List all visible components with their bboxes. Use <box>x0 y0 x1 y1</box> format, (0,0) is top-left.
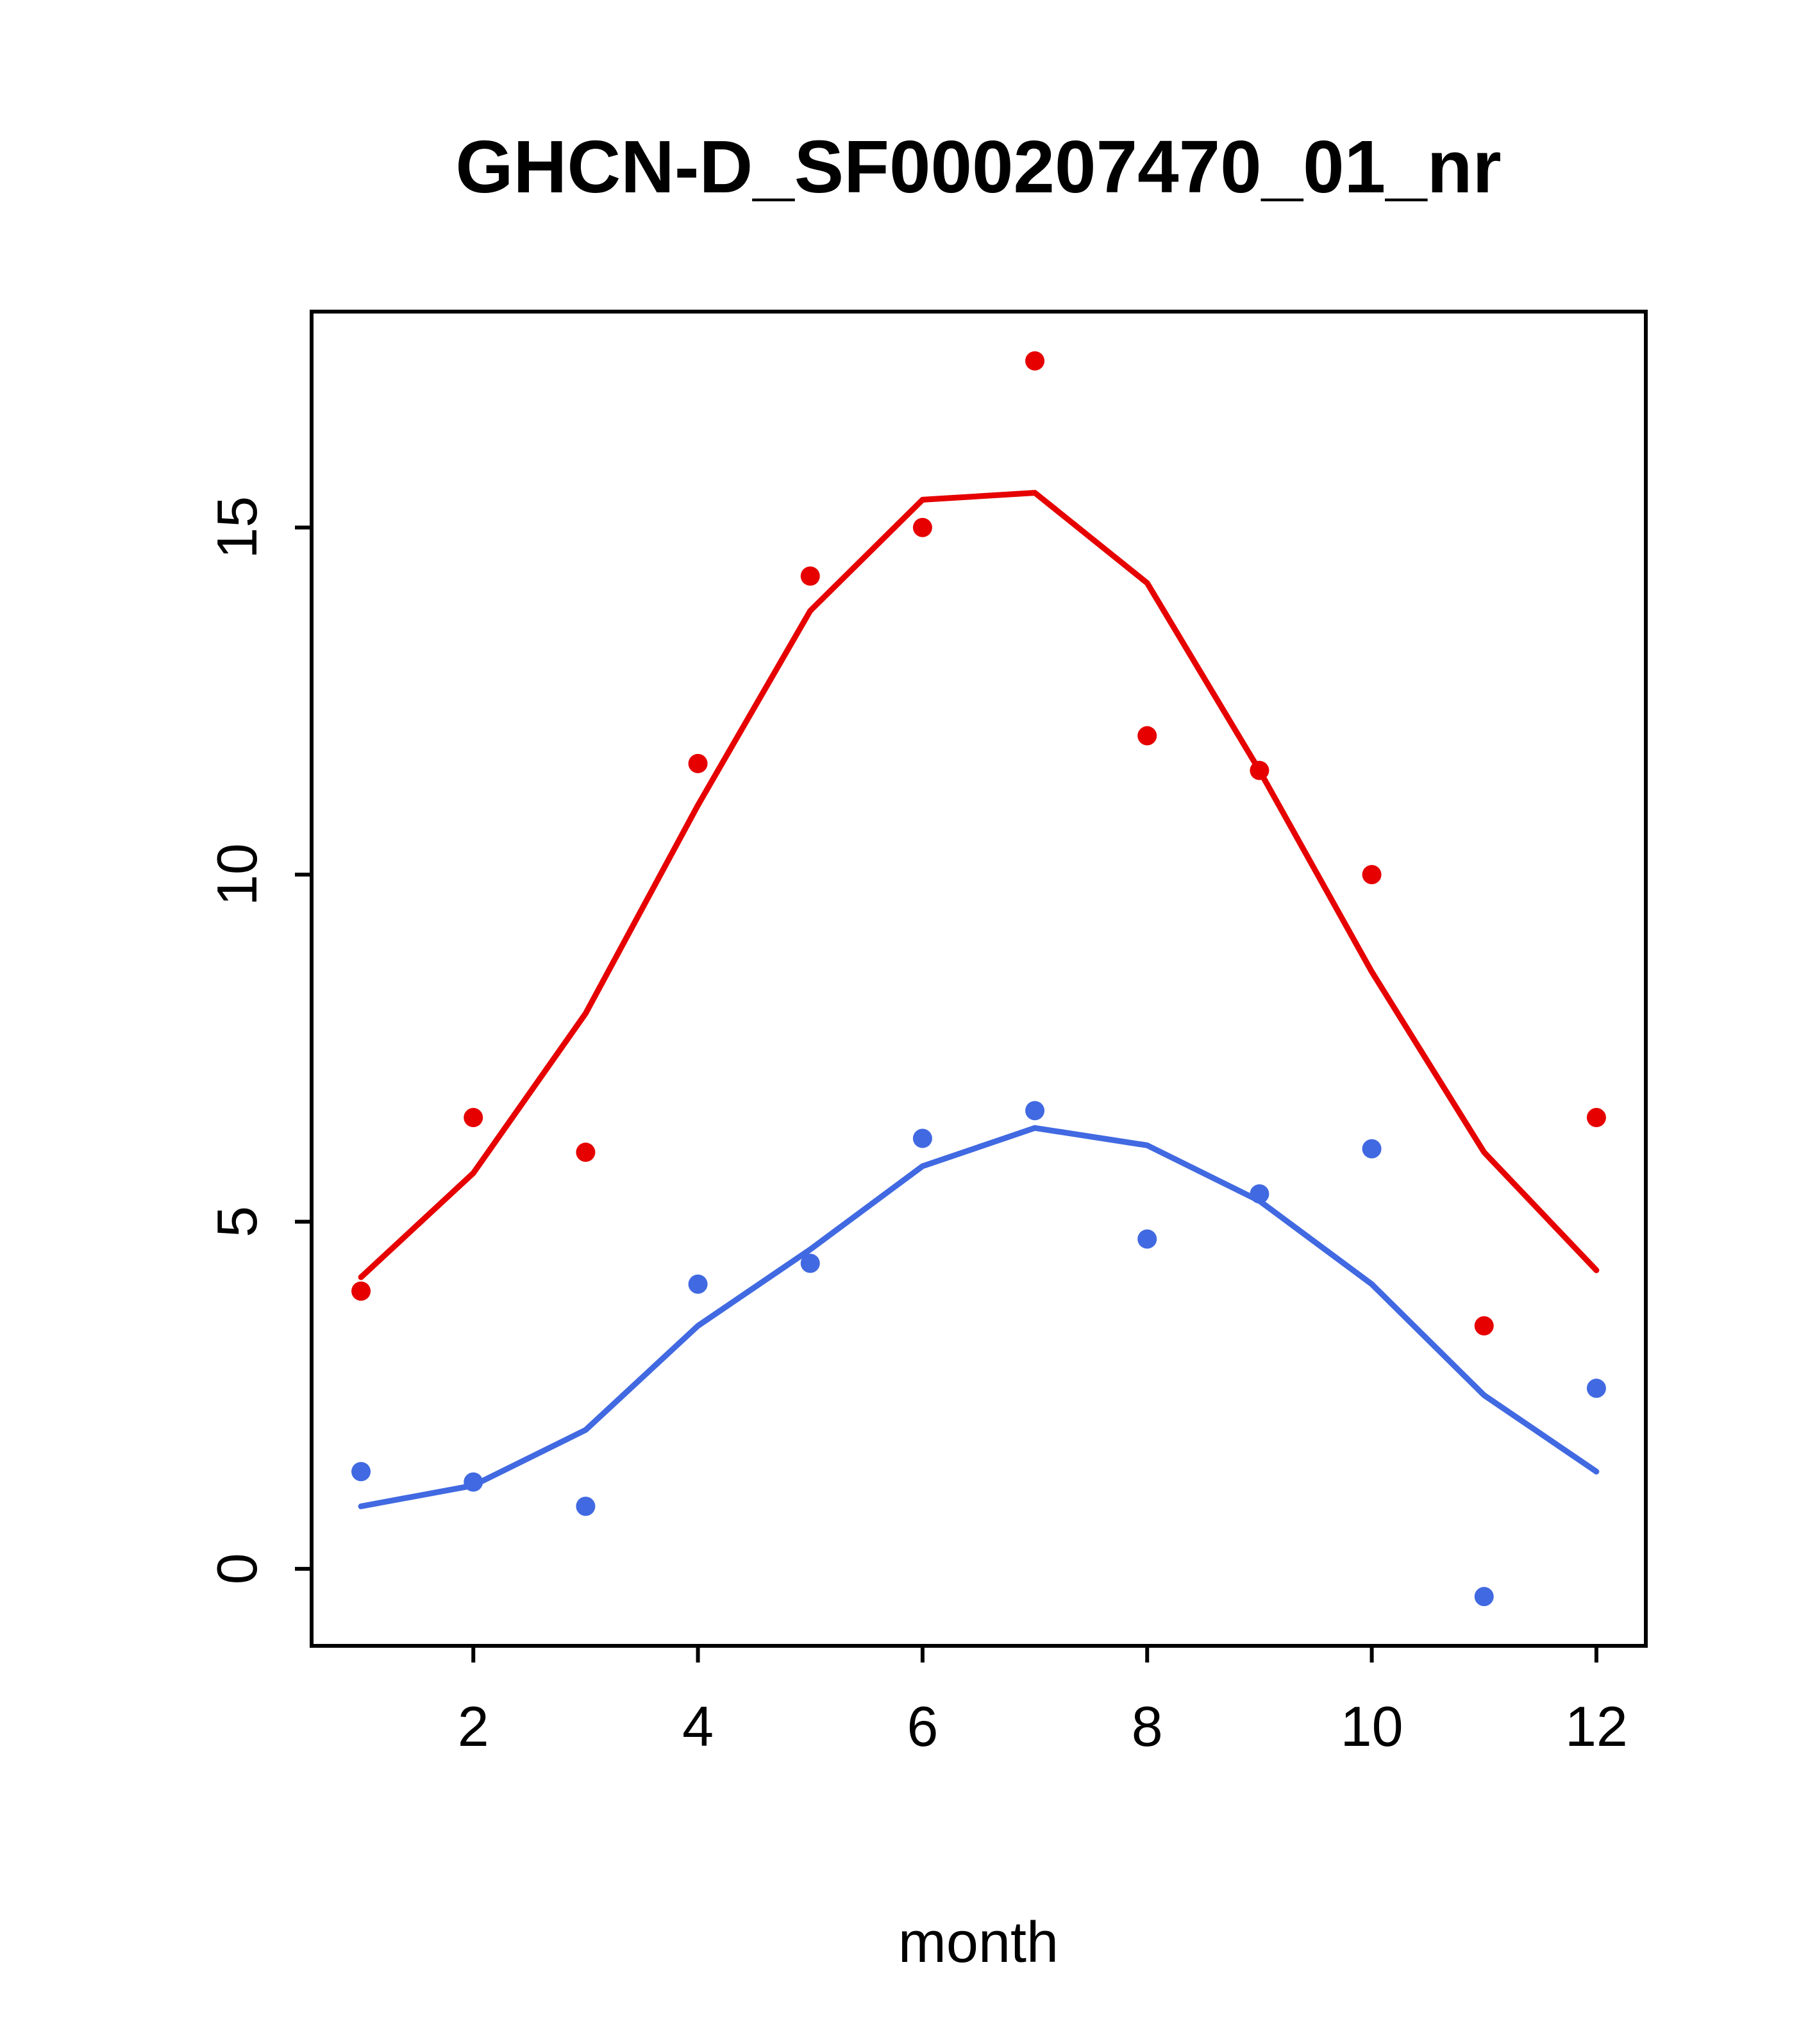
blue-line <box>358 1125 1600 1509</box>
blue-point <box>1362 1139 1382 1159</box>
x-axis-label: month <box>898 1911 1059 1975</box>
red-point <box>351 1281 371 1301</box>
y-tick-label: 0 <box>205 1553 269 1584</box>
red-point <box>800 566 820 586</box>
blue-point <box>1025 1101 1045 1121</box>
blue-point <box>351 1462 371 1482</box>
x-tick-label: 6 <box>907 1695 938 1758</box>
blue-point <box>576 1496 596 1516</box>
red-point <box>912 517 932 537</box>
red-point <box>1586 1108 1606 1128</box>
red-point <box>688 753 708 773</box>
blue-point <box>1137 1229 1157 1249</box>
x-tick-label: 4 <box>682 1695 714 1758</box>
red-point <box>576 1143 596 1162</box>
red-point <box>1474 1316 1494 1336</box>
x-tick-label: 8 <box>1132 1695 1163 1758</box>
red-point <box>1137 726 1157 746</box>
plot-border <box>310 310 1648 1648</box>
red-point <box>1025 351 1045 371</box>
plot-area: 2 4 6 8 10 12 0 5 10 15 <box>205 310 1648 1758</box>
chart-title: GHCN-D_SF000207470_01_nr <box>455 125 1501 208</box>
red-line <box>358 490 1600 1280</box>
blue-point <box>1586 1378 1606 1398</box>
y-tick-label: 10 <box>205 843 269 906</box>
blue-point <box>800 1253 820 1273</box>
x-tick-label: 12 <box>1565 1695 1628 1758</box>
red-point <box>464 1108 483 1128</box>
blue-point <box>912 1128 932 1148</box>
x-tick-label: 2 <box>458 1695 489 1758</box>
blue-point <box>688 1274 708 1294</box>
red-point <box>1362 865 1382 885</box>
blue-point <box>1474 1587 1494 1607</box>
x-tick-label: 10 <box>1341 1695 1403 1758</box>
y-tick-label: 15 <box>205 496 269 559</box>
y-tick-label: 5 <box>205 1206 269 1237</box>
